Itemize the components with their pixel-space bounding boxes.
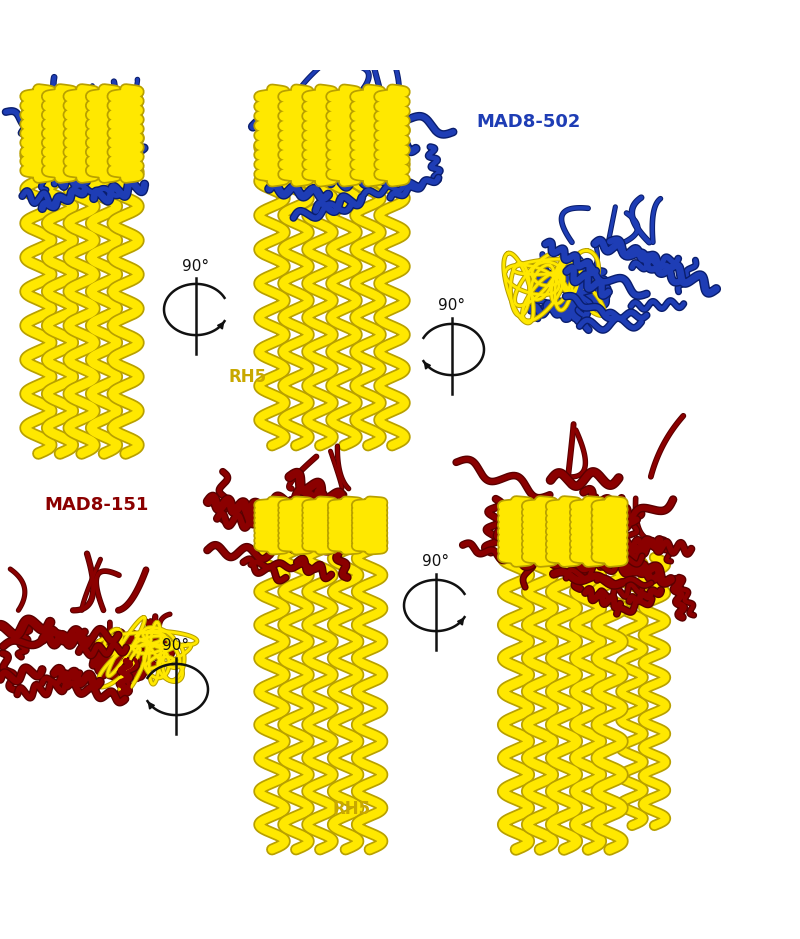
- Text: 90°: 90°: [162, 639, 190, 654]
- Text: 90°: 90°: [182, 258, 210, 273]
- Text: RH5: RH5: [333, 801, 371, 819]
- Text: MAD8-151: MAD8-151: [44, 497, 148, 515]
- Text: 90°: 90°: [422, 555, 450, 569]
- Text: 90°: 90°: [438, 299, 466, 314]
- Text: MAD8-502: MAD8-502: [476, 113, 580, 131]
- Text: RH5: RH5: [229, 368, 267, 387]
